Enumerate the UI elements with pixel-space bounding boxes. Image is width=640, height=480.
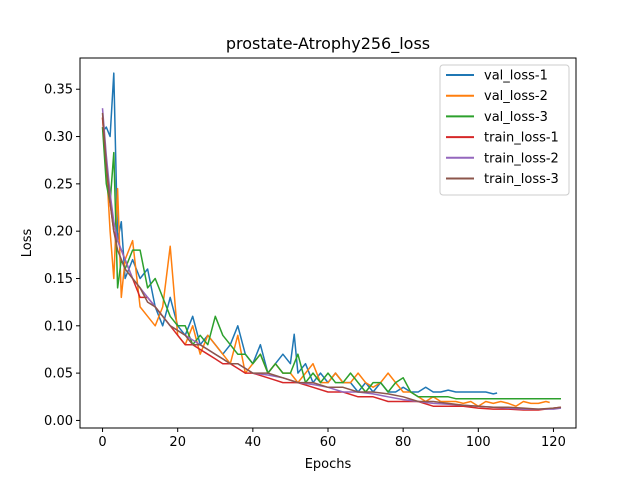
series-layer	[101, 72, 562, 411]
y-tick-label: 0.15	[44, 272, 73, 287]
x-tick-label: 80	[395, 435, 412, 450]
x-tick-label: 120	[541, 435, 566, 450]
series-line-train_loss-3	[101, 112, 562, 410]
legend-label: val_loss-1	[484, 69, 548, 84]
legend-box	[439, 64, 570, 196]
y-tick-label: 0.00	[44, 414, 73, 429]
x-tick-label: 40	[245, 435, 262, 450]
series-line-train_loss-1	[101, 117, 562, 411]
y-axis: 0.00 0.05 0.10 0.15 0.20 0.25 0.30 0.35	[44, 83, 80, 429]
y-tick-label: 0.35	[44, 83, 73, 98]
x-tick-label: 0	[98, 435, 106, 450]
x-tick-label: 60	[320, 435, 337, 450]
y-tick-label: 0.20	[44, 225, 73, 240]
x-tick-label: 100	[466, 435, 491, 450]
y-tick-label: 0.10	[44, 319, 73, 334]
series-line-val_loss-1	[101, 72, 498, 395]
y-tick-label: 0.30	[44, 130, 73, 145]
y-tick-label: 0.25	[44, 177, 73, 192]
legend-label: train_loss-2	[484, 151, 559, 166]
y-tick-label: 0.05	[44, 367, 73, 382]
x-axis-label: Epochs	[305, 457, 352, 472]
legend-label: train_loss-3	[484, 172, 559, 187]
y-axis-label: Loss	[20, 229, 35, 258]
legend-label: val_loss-3	[484, 110, 548, 125]
x-tick-label: 20	[169, 435, 186, 450]
x-axis: 0 20 40 60 80 100 120	[98, 428, 566, 450]
series-line-val_loss-2	[101, 117, 550, 407]
legend: val_loss-1 val_loss-2 val_loss-3 train_loss…	[439, 64, 570, 196]
legend-label: train_loss-1	[484, 131, 559, 146]
chart-title: prostate-Atrophy256_loss	[226, 34, 430, 54]
series-line-val_loss-3	[101, 127, 561, 400]
legend-label: val_loss-2	[484, 89, 548, 104]
